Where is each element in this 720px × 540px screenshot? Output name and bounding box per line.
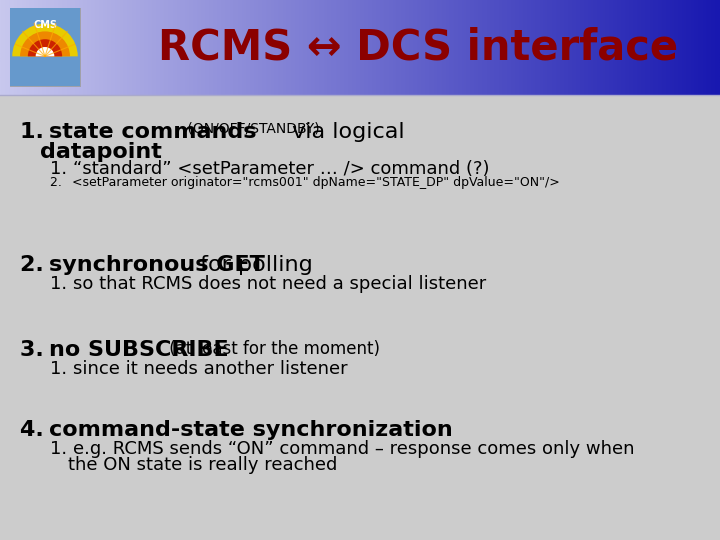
Text: 1.: 1.	[50, 360, 73, 378]
Text: 3.: 3.	[20, 340, 52, 360]
Text: e.g. RCMS sends “ON” command – response comes only when: e.g. RCMS sends “ON” command – response …	[73, 440, 635, 458]
Text: so that RCMS does not need a special listener: so that RCMS does not need a special lis…	[73, 275, 487, 293]
Text: command-state synchronization: command-state synchronization	[49, 420, 453, 440]
Text: for polling: for polling	[193, 255, 312, 275]
Text: “standard” <setParameter … /> command (?): “standard” <setParameter … /> command (?…	[73, 160, 490, 178]
Wedge shape	[12, 24, 78, 56]
Text: 1.: 1.	[50, 440, 73, 458]
Bar	[10, 8, 80, 86]
Bar	[0, 95, 720, 540]
Text: RCMS ↔ DCS interface: RCMS ↔ DCS interface	[158, 26, 678, 69]
Text: synchronous GET: synchronous GET	[49, 255, 265, 275]
Text: datapoint: datapoint	[40, 142, 162, 162]
Wedge shape	[36, 47, 55, 56]
Text: 4.: 4.	[20, 420, 52, 440]
Text: 2.: 2.	[20, 255, 52, 275]
Text: since it needs another listener: since it needs another listener	[73, 360, 348, 378]
Text: 1.: 1.	[50, 275, 73, 293]
Wedge shape	[28, 39, 62, 56]
Text: 2.: 2.	[50, 176, 70, 189]
Text: (at least for the moment): (at least for the moment)	[164, 340, 380, 358]
Text: state commands: state commands	[49, 122, 256, 142]
Text: no SUBSCRIBE: no SUBSCRIBE	[49, 340, 228, 360]
Text: CMS: CMS	[33, 20, 57, 30]
Text: <setParameter originator="rcms001" dpName="STATE_DP" dpValue="ON"/>: <setParameter originator="rcms001" dpNam…	[71, 176, 559, 189]
Text: via logical: via logical	[285, 122, 405, 142]
Text: 1.: 1.	[50, 160, 73, 178]
Wedge shape	[20, 31, 70, 56]
Text: the ON state is really reached: the ON state is really reached	[68, 456, 338, 474]
Text: (ON/OFF/STANDBY): (ON/OFF/STANDBY)	[183, 122, 320, 136]
Bar	[10, 8, 80, 86]
Text: 1.: 1.	[20, 122, 52, 142]
